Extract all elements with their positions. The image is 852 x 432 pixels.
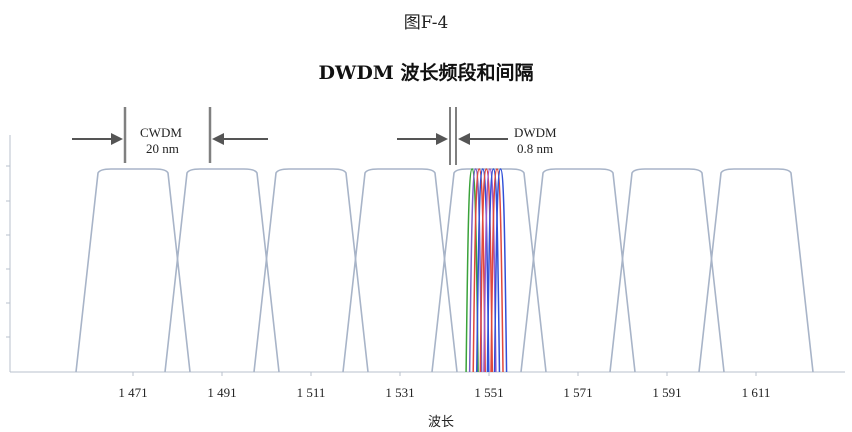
dwdm-annotation: DWDM 0.8 nm [397,107,557,165]
x-tick-label-1551: 1 551 [474,385,503,400]
x-tick-label-1611: 1 611 [742,385,771,400]
cwdm-label: CWDM [140,125,182,140]
wavelength-band-chart: 1 471 1 491 1 511 1 531 1 551 1 571 1 591 1 611… [6,107,845,430]
y-axis [6,135,11,372]
x-tick-label-1531: 1 531 [385,385,414,400]
cwdm-spacing-label: 20 nm [146,141,179,156]
cwdm-band-1511 [253,168,369,373]
cwdm-band-1551 [431,168,547,373]
cwdm-band-1611 [698,168,814,373]
x-tick-label-1591: 1 591 [652,385,681,400]
x-tick-label-1471: 1 471 [118,385,147,400]
dwdm-channel-8 [493,168,508,373]
x-axis-title: 波长 [428,415,454,430]
dwdm-channel-3 [476,168,490,373]
cwdm-band-1531 [342,168,458,373]
dwdm-channel-6 [486,168,501,373]
cwdm-bands [75,168,814,373]
dwdm-spacing-label: 0.8 nm [517,141,553,156]
dwdm-label: DWDM [514,125,557,140]
dwdm-channel-5 [483,168,497,373]
x-tick-label-1491: 1 491 [207,385,236,400]
cwdm-band-1491 [164,168,280,373]
x-tick-label-1571: 1 571 [563,385,592,400]
dwdm-channel-4 [479,168,494,373]
x-ticks: 1 471 1 491 1 511 1 531 1 551 1 571 1 591 1 611 [118,372,770,400]
dwdm-channel-1 [468,168,483,373]
dwdm-channel-7 [490,168,504,373]
figure-label: 图F-4 [403,13,449,33]
cwdm-annotation: CWDM 20 nm [72,107,268,163]
dwdm-channel-2 [472,168,486,373]
cwdm-band-1471 [75,168,191,373]
dwdm-bands [465,168,508,373]
cwdm-band-1571 [520,168,636,373]
cwdm-band-1591 [609,168,725,373]
figure-title: DWDM 波长频段和间隔 [318,62,534,84]
dwdm-channel-0 [465,168,479,373]
x-tick-label-1511: 1 511 [297,385,326,400]
